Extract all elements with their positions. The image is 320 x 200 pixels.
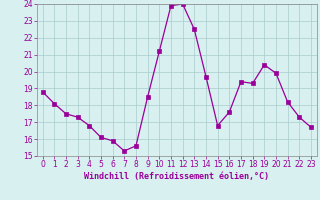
- X-axis label: Windchill (Refroidissement éolien,°C): Windchill (Refroidissement éolien,°C): [84, 172, 269, 181]
